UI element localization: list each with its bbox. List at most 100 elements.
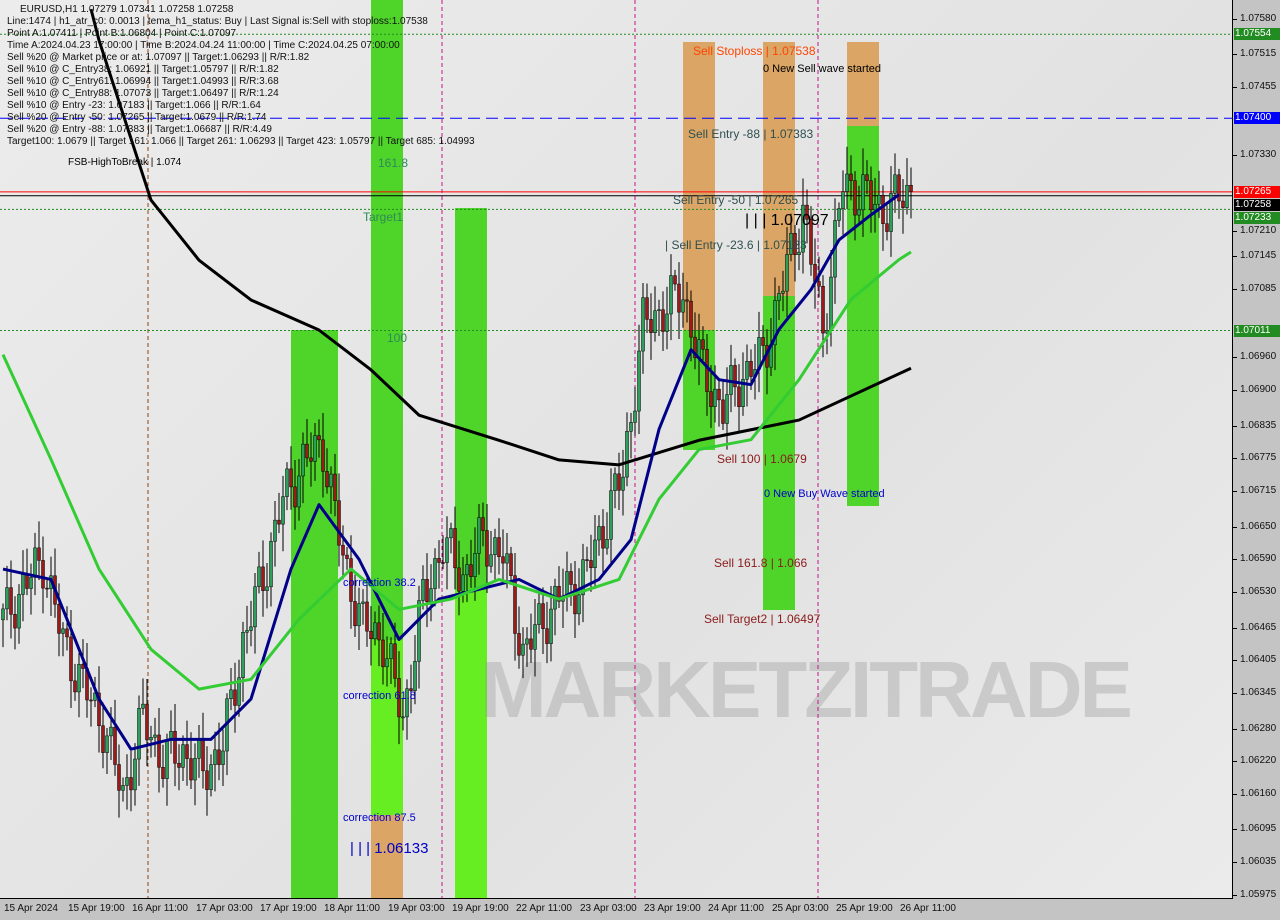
candle-body	[365, 601, 369, 632]
info-line: Sell %20 @ Entry -50: 1.07265 || Target:…	[7, 112, 267, 123]
candle-body	[37, 547, 41, 561]
candle-body	[449, 528, 453, 539]
candle-body	[253, 586, 257, 628]
price-tick: 1.06530	[1232, 586, 1277, 598]
candle-body	[829, 276, 833, 331]
candle-body	[433, 558, 437, 589]
candle-body	[569, 571, 573, 585]
info-line: Sell %20 @ Entry -88: 1.07383 || Target:…	[7, 124, 272, 135]
candle-body	[305, 443, 309, 459]
candle-body	[469, 564, 473, 577]
candle-body	[345, 554, 349, 559]
candle-body	[413, 661, 417, 691]
info-line: Sell %10 @ C_Entry61: 1.06994 || Target:…	[7, 76, 279, 87]
time-tick: 18 Apr 11:00	[324, 903, 380, 914]
candle-body	[685, 299, 689, 302]
candle-body	[453, 528, 457, 569]
new-sell-wave-label: 0 New Sell wave started	[763, 63, 881, 75]
candle-body	[9, 587, 13, 615]
time-tick: 23 Apr 03:00	[580, 903, 637, 914]
candle-body	[1, 608, 5, 621]
candle-body	[209, 764, 213, 790]
candle-body	[361, 601, 365, 604]
candle-body	[293, 486, 297, 508]
candle-body	[525, 638, 529, 645]
candle-body	[521, 643, 525, 656]
price-tick: 1.07455	[1232, 81, 1277, 93]
candle-body	[125, 777, 129, 786]
price-level-label: 1.07265	[1234, 185, 1280, 198]
candle-body	[397, 678, 401, 718]
candle-body	[273, 519, 277, 542]
candle-body	[5, 587, 9, 610]
price-tick: 1.06220	[1232, 755, 1277, 767]
candle-body	[245, 630, 249, 633]
candle-body	[29, 577, 33, 589]
candle-body	[177, 762, 181, 768]
candle-body	[357, 603, 361, 627]
candle-body	[137, 708, 141, 760]
time-tick: 24 Apr 11:00	[708, 903, 764, 914]
candle-body	[161, 767, 165, 779]
candle-body	[809, 218, 813, 265]
candle-body	[853, 180, 857, 216]
candle-body	[649, 319, 653, 333]
correction-382-label: correction 38.2	[343, 577, 416, 589]
time-tick: 15 Apr 19:00	[68, 903, 125, 914]
candle-body	[797, 251, 801, 255]
candle-body	[189, 758, 193, 781]
candle-body	[437, 558, 441, 563]
price-tick: 1.06715	[1232, 485, 1277, 497]
time-tick: 17 Apr 03:00	[196, 903, 253, 914]
candle-body	[297, 475, 301, 508]
candle-body	[329, 473, 333, 488]
candle-body	[721, 399, 725, 424]
candle-body	[313, 435, 317, 462]
candle-body	[141, 703, 145, 709]
price-level-label: 1.07400	[1234, 112, 1280, 125]
candle-body	[549, 608, 553, 644]
candle-body	[425, 579, 429, 603]
price-tick: 1.07580	[1232, 13, 1277, 24]
candle-body	[609, 490, 613, 540]
candle-body	[233, 689, 237, 706]
info-line: Sell %10 @ C_Entry88: 1.07073 || Target:…	[7, 88, 279, 99]
candle-body	[537, 603, 541, 625]
candle-body	[869, 180, 873, 211]
candle-body	[429, 588, 433, 603]
zone-band	[847, 42, 879, 126]
candle-body	[901, 200, 905, 208]
correction-875-label: correction 87.5	[343, 812, 416, 824]
price-tick: 1.06650	[1232, 520, 1277, 532]
candle-body	[573, 584, 577, 615]
candle-body	[493, 537, 497, 556]
candle-body	[877, 194, 881, 205]
candle-body	[445, 537, 449, 563]
candle-body	[745, 361, 749, 380]
candle-body	[45, 587, 49, 590]
price-tick: 1.06590	[1232, 553, 1277, 565]
candle-body	[633, 410, 637, 423]
candle-body	[849, 173, 853, 181]
low-level-label: | | | 1.06133	[350, 840, 429, 857]
candle-body	[193, 758, 197, 781]
time-tick: 19 Apr 19:00	[452, 903, 509, 914]
candle-body	[533, 624, 537, 650]
chart-plot-area[interactable]: MARKETZITRADE EURUSD,H1 1.07279 1.07341 …	[0, 0, 1233, 899]
candle-body	[21, 574, 25, 595]
candle-body	[857, 209, 861, 216]
candle-body	[17, 594, 21, 629]
candle-body	[377, 622, 381, 641]
candle-body	[109, 726, 113, 737]
candle-body	[197, 738, 201, 759]
candle-body	[873, 204, 877, 211]
candle-body	[601, 526, 605, 549]
candle-body	[133, 758, 137, 791]
candle-body	[665, 313, 669, 332]
candle-body	[405, 688, 409, 718]
candle-body	[545, 628, 549, 644]
candle-body	[149, 737, 153, 741]
candle-body	[749, 361, 753, 377]
candle-body	[785, 254, 789, 292]
candle-body	[629, 422, 633, 432]
